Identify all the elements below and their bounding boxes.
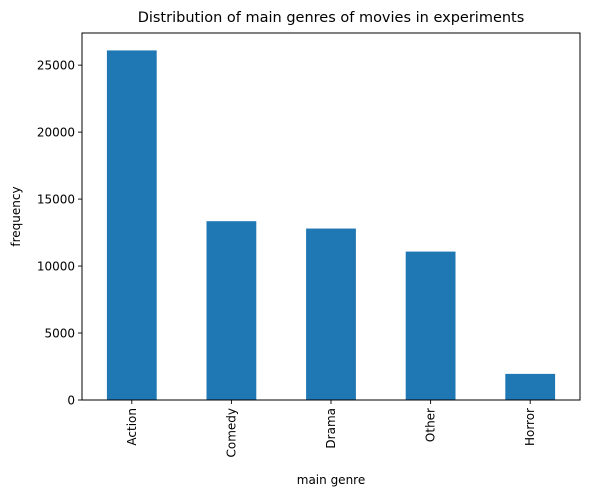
y-tick-label: 20000 <box>37 126 75 140</box>
y-tick-label: 0 <box>67 394 75 408</box>
y-tick-label: 15000 <box>37 193 75 207</box>
x-axis: Action Comedy Drama Other Horror <box>125 400 537 458</box>
bars-layer <box>106 50 556 400</box>
bar-comedy <box>206 221 257 400</box>
bar-action <box>106 50 157 400</box>
bar-drama <box>306 228 356 400</box>
y-tick-label: 5000 <box>44 327 75 341</box>
x-tick-label: Comedy <box>224 408 238 458</box>
y-axis-label: frequency <box>9 186 23 246</box>
chart-title: Distribution of main genres of movies in… <box>138 10 525 26</box>
bar-horror <box>505 373 556 400</box>
x-axis-label: main genre <box>297 473 365 487</box>
x-tick-label: Drama <box>324 408 338 449</box>
plot-frame <box>81 32 581 401</box>
x-tick-label: Action <box>125 408 139 446</box>
x-tick-label: Other <box>424 408 438 442</box>
bar-other <box>405 251 456 400</box>
x-tick-label: Horror <box>523 408 537 446</box>
y-tick-label: 10000 <box>37 260 75 274</box>
y-axis: 0 5000 10000 15000 20000 25000 <box>37 59 82 408</box>
y-tick-label: 25000 <box>37 59 75 73</box>
